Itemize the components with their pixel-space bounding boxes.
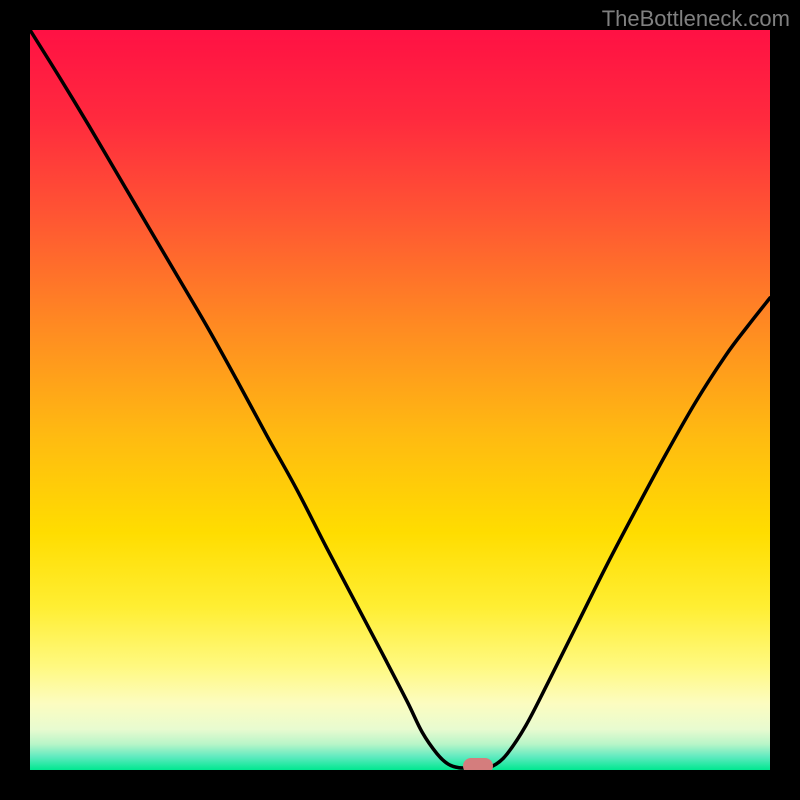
gradient-background (30, 30, 770, 770)
chart-plot-area (30, 30, 770, 770)
optimal-marker (463, 758, 493, 770)
chart-svg (30, 30, 770, 770)
watermark-text: TheBottleneck.com (602, 6, 790, 32)
